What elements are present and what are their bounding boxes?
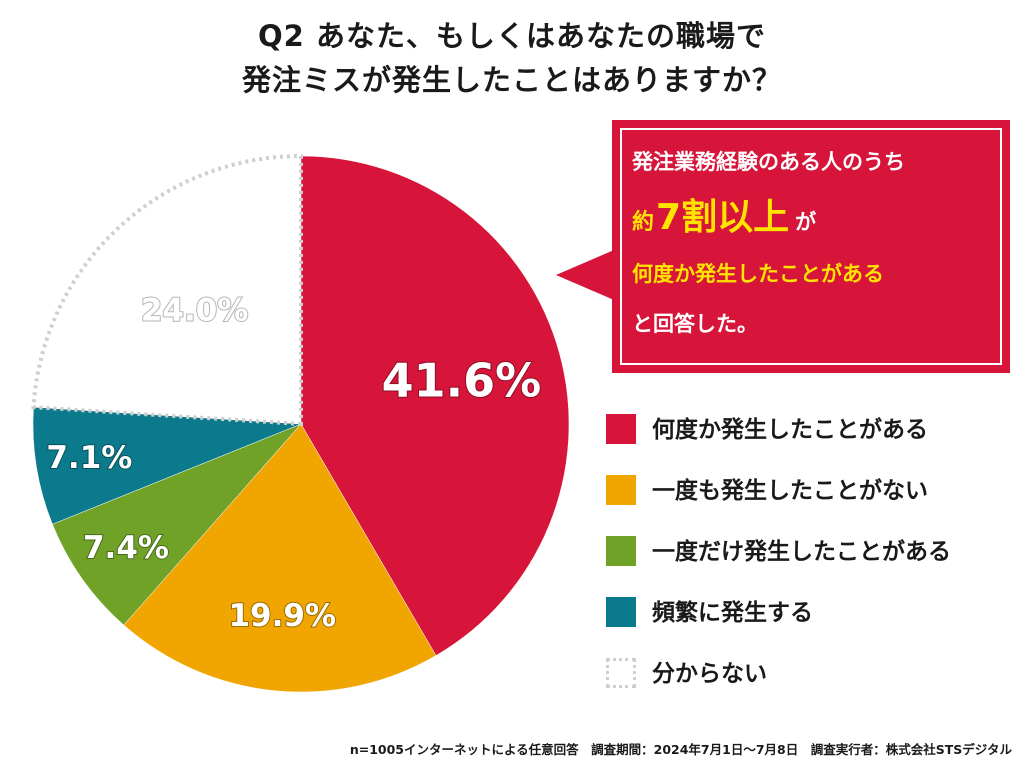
title-line-2: 発注ミスが発生したことはありますか？	[241, 63, 782, 97]
callout-box: 発注業務経験のある人のうち 約7割以上が 何度か発生したことがある と回答した。	[612, 120, 1010, 373]
legend-label: 頻繁に発生する	[652, 600, 813, 626]
pie-slice	[32, 406, 302, 525]
legend-swatch	[606, 414, 636, 444]
pie-value-label: 19.9%	[228, 598, 336, 634]
legend-label: 何度か発生したことがある	[652, 417, 928, 443]
chart-title: Q2 あなた、もしくはあなたの職場で 発注ミスが発生したことはありますか？	[0, 14, 1024, 102]
legend-swatch	[606, 597, 636, 627]
pie-labels: 41.6% 19.9% 7.4% 7.1% 24.0%	[45, 292, 542, 635]
callout-line-1: 発注業務経験のある人のうち	[632, 150, 905, 174]
legend-swatch	[606, 536, 636, 566]
callout-particle: が	[795, 210, 817, 234]
callout-pointer	[556, 250, 614, 300]
pie-slice	[52, 423, 302, 626]
callout-line-4: と回答した。	[632, 312, 758, 336]
pie-value-label: 7.1%	[46, 440, 132, 476]
survey-footnote: n=1005インターネットによる任意回答 調査期間：2024年7月1日～7月8日…	[349, 742, 1012, 757]
pie-value-label: 41.6%	[382, 354, 542, 408]
legend-label: 一度も発生したことがない	[652, 478, 928, 504]
pie-slices	[31, 153, 570, 693]
pie-value-label: 24.0%	[141, 293, 249, 329]
callout-highlight: 7割以上	[656, 197, 790, 238]
pie-value-label: 7.4%	[83, 530, 169, 566]
pie-slice	[300, 155, 570, 656]
legend-label: 一度だけ発生したことがある	[652, 539, 951, 565]
legend-label: 分からない	[652, 661, 767, 687]
callout-frame	[620, 128, 1002, 365]
callout-line-2: 約7割以上が	[632, 188, 816, 240]
callout-approx: 約	[632, 210, 655, 235]
title-line-1: Q2 あなた、もしくはあなたの職場で	[258, 19, 766, 53]
callout-line-3: 何度か発生したことがある	[632, 262, 884, 286]
legend-swatch	[606, 475, 636, 505]
pie-slice	[123, 423, 437, 693]
legend-swatch	[606, 658, 636, 688]
pie-chart: 41.6% 19.9% 7.4% 7.1% 24.0%	[31, 153, 570, 693]
pie-slice	[31, 153, 303, 427]
